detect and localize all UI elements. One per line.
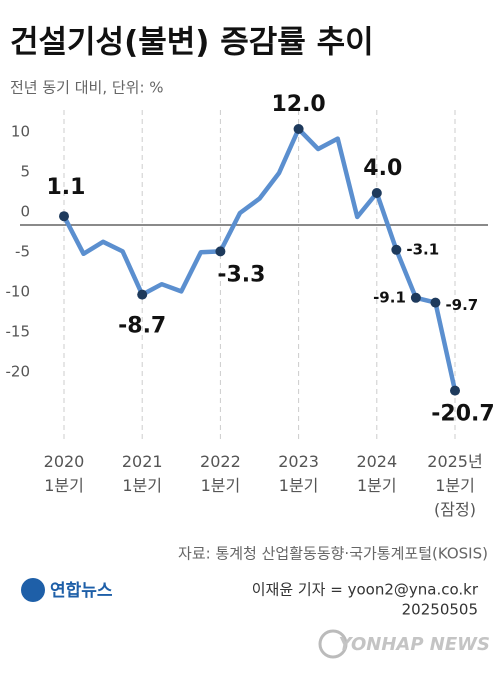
y-tick-label: 0	[20, 203, 30, 221]
x-tick-label: 2020 1분기	[44, 452, 85, 495]
point	[59, 211, 69, 222]
point	[371, 188, 382, 198]
point	[391, 244, 402, 255]
logo: 연합뉴스	[50, 580, 113, 601]
y-tick-label: 10	[11, 123, 30, 141]
watermark-icon	[318, 629, 348, 659]
point	[137, 289, 148, 300]
value-label: -3.3	[217, 262, 265, 287]
x-tick-label: 2023 1분기	[278, 452, 319, 495]
value-label: 4.0	[363, 156, 402, 181]
watermark: YONHAP NEWS	[339, 634, 490, 655]
y-tick-label: -20	[6, 363, 31, 381]
source: 자료: 통계청 산업활동동향·국가통계포털(KOSIS)	[178, 545, 488, 563]
value-label: 1.1	[47, 175, 86, 200]
point	[215, 246, 226, 257]
chart-title: 건설기성(불변) 증감률 추이	[10, 25, 374, 61]
point	[430, 297, 441, 308]
y-tick-label: -15	[6, 323, 31, 341]
logo-icon	[21, 578, 45, 602]
value-label: 12.0	[271, 92, 325, 117]
x-tick-label: 2025년 1분기 (잠정)	[427, 452, 482, 519]
chart-subtitle: 전년 동기 대비, 단위: %	[10, 79, 164, 97]
x-tick-label: 2022 1분기	[200, 452, 241, 495]
value-label: -3.1	[406, 240, 439, 258]
value-label: -9.1	[373, 288, 406, 306]
value-label: -20.7	[431, 402, 494, 427]
value-label: -9.7	[445, 296, 478, 314]
y-tick-label: 5	[20, 163, 30, 181]
point	[293, 124, 304, 134]
point	[410, 292, 421, 303]
y-tick-label: -5	[15, 243, 30, 261]
credit: 이재윤 기자 = yoon2@yna.co.kr	[252, 581, 479, 599]
point	[450, 385, 460, 396]
x-tick-label: 2024 1분기	[356, 452, 397, 495]
line	[62, 126, 458, 392]
date: 20250505	[402, 601, 478, 619]
x-tick-label: 2021 1분기	[122, 452, 163, 495]
value-label: -8.7	[118, 314, 166, 339]
y-tick-label: -10	[6, 283, 31, 301]
